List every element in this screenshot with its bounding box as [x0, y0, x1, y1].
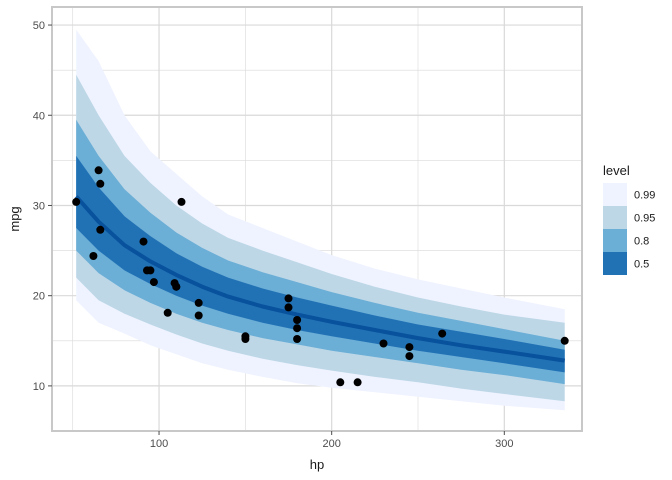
data-point: [172, 282, 181, 291]
legend-label: 0.5: [634, 259, 649, 271]
band-0-5: [76, 155, 565, 373]
data-points: [72, 166, 569, 387]
axes: 100 200 300 10 20 30 40 50: [33, 20, 514, 450]
fit-line: [74, 195, 565, 363]
legend-label: 0.99: [634, 190, 655, 202]
data-point: [438, 329, 447, 338]
data-point: [405, 352, 414, 361]
data-point: [293, 316, 302, 324]
data-point: [194, 298, 203, 307]
data-point: [149, 278, 158, 287]
y-tick-label: 30: [33, 200, 45, 212]
data-point: [405, 343, 414, 352]
y-tick-label: 10: [33, 381, 45, 393]
x-tick-label: 200: [322, 438, 340, 450]
legend-key-0-5: [603, 252, 627, 275]
data-point: [72, 197, 81, 206]
data-point: [89, 252, 98, 260]
data-point: [560, 336, 569, 345]
data-point: [241, 335, 250, 343]
x-tick-label: 100: [150, 438, 168, 450]
y-tick-label: 20: [33, 291, 45, 303]
data-point: [353, 378, 362, 387]
legend-key-0-8: [603, 229, 627, 252]
data-point: [336, 378, 345, 387]
data-point: [194, 311, 203, 320]
legend-title: level: [603, 163, 630, 178]
legend-label: 0.8: [634, 236, 649, 248]
fit-line-layer: [74, 195, 565, 363]
data-point: [163, 308, 172, 317]
data-point: [146, 266, 155, 275]
data-point: [293, 324, 302, 333]
data-point: [177, 197, 186, 206]
data-point: [96, 225, 105, 234]
legend-label: 0.95: [634, 213, 655, 225]
data-point: [96, 179, 105, 188]
data-point: [284, 294, 293, 303]
x-tick-label: 300: [495, 438, 513, 450]
legend: level 0.99 0.95 0.8 0.5: [603, 163, 655, 275]
x-axis-title: hp: [310, 457, 324, 472]
data-point: [284, 303, 293, 312]
data-point: [379, 339, 388, 348]
data-point: [293, 335, 302, 343]
panel-border: [51, 6, 583, 432]
data-point: [139, 237, 148, 246]
legend-key-0-95: [603, 206, 627, 229]
y-tick-label: 40: [33, 110, 45, 122]
data-point: [94, 166, 103, 175]
legend-key-0-99: [603, 183, 627, 206]
y-tick-label: 50: [33, 20, 45, 32]
y-axis-title: mpg: [7, 206, 22, 231]
